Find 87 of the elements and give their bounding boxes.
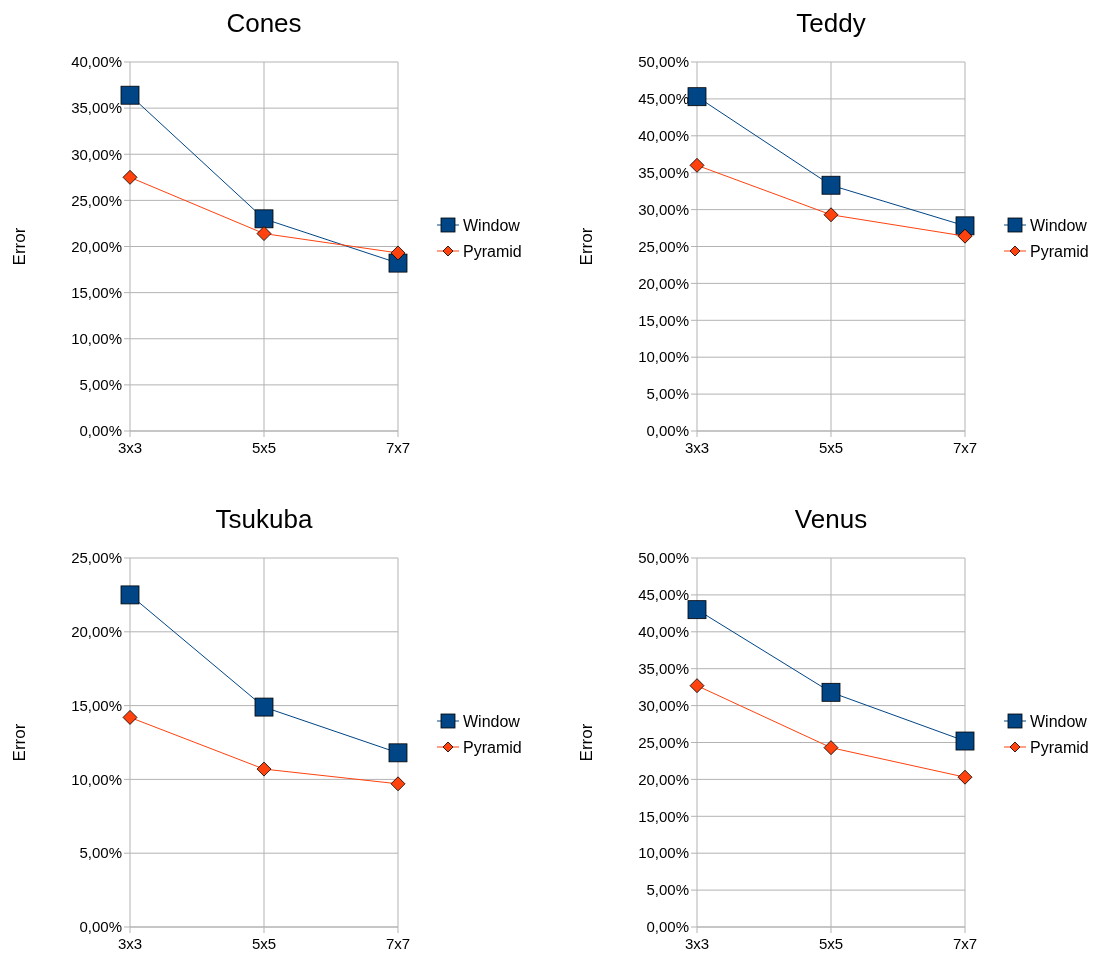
x-tick-label: 7x7 <box>952 439 978 456</box>
point <box>823 207 839 223</box>
x-tick-label: 5x5 <box>251 439 277 456</box>
y-tick-label: 50,00% <box>638 53 689 71</box>
y-tick-label: 40,00% <box>638 623 689 641</box>
x-tick-label: 5x5 <box>818 439 844 456</box>
point <box>390 776 406 792</box>
legend-label: Pyramid <box>463 242 522 260</box>
point <box>687 600 707 620</box>
point <box>256 226 272 241</box>
point <box>254 697 274 717</box>
point <box>957 769 973 785</box>
chart-title: Tsukuba <box>215 504 313 534</box>
point <box>689 157 705 173</box>
y-tick-label: 15,00% <box>638 311 689 329</box>
y-tick-label: 25,00% <box>638 237 689 255</box>
chart-title: Cones <box>226 8 302 38</box>
y-tick-label: 25,00% <box>638 733 689 751</box>
point <box>821 175 841 195</box>
x-tick-label: 3x3 <box>684 439 710 456</box>
y-tick-label: 20,00% <box>71 623 122 641</box>
y-tick-label: 35,00% <box>71 99 122 117</box>
y-tick-label: 5,00% <box>79 844 122 862</box>
legend-label: Window <box>1030 712 1088 730</box>
point <box>122 169 138 185</box>
point <box>256 761 272 777</box>
y-tick-label: 0,00% <box>646 422 689 440</box>
y-tick-label: 10,00% <box>71 330 122 347</box>
point <box>388 743 408 763</box>
y-tick-label: 10,00% <box>638 348 689 366</box>
legend-label: Window <box>1030 216 1088 234</box>
point <box>120 585 140 605</box>
y-tick-label: 45,00% <box>638 90 689 108</box>
point <box>955 731 975 751</box>
legend-label: Pyramid <box>1030 242 1089 260</box>
y-tick-label: 10,00% <box>638 844 689 862</box>
point <box>821 682 841 702</box>
point <box>120 85 140 105</box>
point <box>254 209 274 229</box>
point <box>957 228 973 244</box>
y-axis-title: Error <box>10 227 29 266</box>
y-tick-label: 40,00% <box>71 53 122 71</box>
y-tick-label: 20,00% <box>71 237 122 255</box>
y-tick-label: 0,00% <box>79 422 122 440</box>
y-tick-label: 15,00% <box>71 696 122 714</box>
x-tick-label: 7x7 <box>952 935 978 952</box>
chart-title: Venus <box>794 504 868 534</box>
x-tick-label: 5x5 <box>818 935 844 952</box>
y-tick-label: 15,00% <box>71 283 122 301</box>
y-tick-label: 25,00% <box>71 549 122 567</box>
chart-title: Teddy <box>796 8 866 38</box>
legend-label: Pyramid <box>1030 738 1089 756</box>
point <box>823 740 839 756</box>
y-tick-label: 30,00% <box>71 145 122 163</box>
point <box>122 710 138 725</box>
y-tick-label: 5,00% <box>79 376 122 394</box>
y-tick-label: 35,00% <box>638 163 689 181</box>
y-tick-label: 5,00% <box>646 881 689 899</box>
x-tick-label: 7x7 <box>385 439 411 456</box>
y-axis-title: Error <box>577 227 596 266</box>
y-tick-label: 40,00% <box>638 127 689 145</box>
y-tick-label: 5,00% <box>646 385 689 403</box>
point <box>689 678 705 694</box>
x-tick-label: 3x3 <box>684 935 710 952</box>
x-tick-label: 7x7 <box>385 935 411 952</box>
y-tick-label: 0,00% <box>646 918 689 936</box>
y-tick-label: 45,00% <box>638 586 689 604</box>
y-tick-label: 20,00% <box>638 274 689 292</box>
y-tick-label: 35,00% <box>638 659 689 677</box>
y-tick-label: 10,00% <box>71 770 122 788</box>
y-tick-label: 15,00% <box>638 807 689 825</box>
y-tick-label: 25,00% <box>71 191 122 209</box>
legend-label: Window <box>463 712 521 730</box>
x-tick-label: 3x3 <box>117 439 143 456</box>
x-tick-label: 5x5 <box>251 935 277 952</box>
x-tick-label: 3x3 <box>117 935 143 952</box>
y-tick-label: 30,00% <box>638 200 689 218</box>
point <box>390 245 406 261</box>
y-tick-label: 20,00% <box>638 770 689 788</box>
legend-label: Window <box>463 216 521 234</box>
y-tick-label: 0,00% <box>79 918 122 936</box>
y-tick-label: 50,00% <box>638 549 689 567</box>
y-axis-title: Error <box>10 723 29 762</box>
y-tick-label: 30,00% <box>638 696 689 714</box>
legend-label: Pyramid <box>463 738 522 756</box>
point <box>687 87 707 107</box>
y-axis-title: Error <box>577 723 596 762</box>
